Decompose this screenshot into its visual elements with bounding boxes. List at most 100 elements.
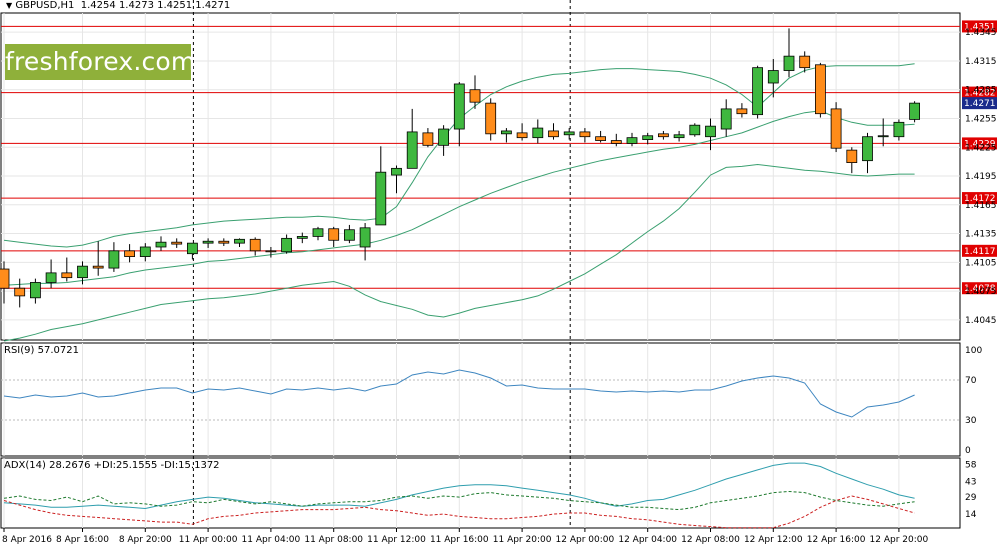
- rsi-header: RSI(9) 57.0721: [4, 345, 79, 356]
- candle[interactable]: [281, 234, 293, 254]
- candle[interactable]: [862, 132, 873, 174]
- candle[interactable]: [689, 123, 701, 137]
- candle[interactable]: [846, 147, 858, 174]
- candle[interactable]: [14, 278, 26, 308]
- chart-menu-icon[interactable]: ▼: [6, 1, 13, 10]
- candle[interactable]: [673, 130, 685, 142]
- candle[interactable]: [312, 226, 324, 241]
- candle[interactable]: [265, 246, 277, 258]
- candle[interactable]: [92, 241, 104, 276]
- candle-body: [736, 108, 748, 115]
- adx-tick-label: 58: [965, 460, 977, 470]
- candle-body: [720, 108, 732, 130]
- candle[interactable]: [720, 99, 732, 137]
- candle[interactable]: [406, 108, 418, 169]
- candle[interactable]: [532, 119, 544, 144]
- current-price-label: 1.4271: [964, 99, 996, 109]
- candle[interactable]: [139, 243, 151, 262]
- candle-body: [469, 89, 481, 103]
- candle[interactable]: [422, 128, 434, 148]
- level-tag-label: 1.4351: [964, 22, 996, 32]
- current-price-tag: [962, 97, 997, 110]
- candle[interactable]: [548, 123, 559, 140]
- candle[interactable]: [485, 98, 497, 141]
- time-tick-label: 12 Apr 00:00: [556, 535, 615, 545]
- rsi-tick-label: 0: [965, 446, 971, 456]
- candle[interactable]: [0, 261, 10, 304]
- level-tag-label: 1.4229: [964, 139, 996, 149]
- time-tick-label: 11 Apr 20:00: [493, 535, 552, 545]
- candle[interactable]: [249, 237, 261, 256]
- level-tag: [962, 86, 997, 99]
- candle[interactable]: [296, 232, 308, 244]
- candle[interactable]: [909, 101, 920, 123]
- candle[interactable]: [783, 28, 795, 78]
- candle[interactable]: [563, 128, 575, 140]
- candle[interactable]: [343, 224, 355, 244]
- candle[interactable]: [893, 119, 905, 141]
- candle-body: [92, 265, 104, 269]
- candle[interactable]: [610, 133, 622, 147]
- candle[interactable]: [642, 132, 654, 145]
- candle[interactable]: [438, 125, 450, 156]
- candle[interactable]: [658, 130, 669, 140]
- day-separators: [192, 0, 571, 528]
- price-tick-label: 1.4225: [965, 143, 997, 153]
- candle[interactable]: [752, 65, 763, 119]
- candle-body: [234, 238, 245, 244]
- candle-body: [877, 135, 889, 138]
- candles[interactable]: [0, 28, 920, 308]
- candle[interactable]: [124, 244, 135, 263]
- candle[interactable]: [626, 132, 638, 147]
- candle[interactable]: [877, 118, 889, 147]
- candle[interactable]: [61, 257, 73, 282]
- candle[interactable]: [595, 130, 606, 143]
- candle-body: [626, 137, 638, 144]
- candle-body: [563, 131, 575, 136]
- candle[interactable]: [579, 128, 591, 143]
- candle-body: [658, 133, 669, 138]
- candle[interactable]: [736, 103, 748, 118]
- candle-body: [202, 240, 214, 244]
- candle[interactable]: [171, 238, 183, 248]
- candle[interactable]: [500, 128, 512, 143]
- candle[interactable]: [815, 62, 826, 118]
- candle-body: [77, 265, 88, 279]
- candle[interactable]: [830, 102, 842, 153]
- level-tag: [962, 244, 997, 257]
- price-tick-label: 1.4135: [965, 230, 997, 240]
- candle[interactable]: [108, 242, 120, 272]
- candle[interactable]: [453, 82, 465, 147]
- candle-body: [815, 64, 826, 115]
- candle[interactable]: [29, 278, 41, 304]
- candle[interactable]: [391, 165, 402, 194]
- time-tick-label: 12 Apr 16:00: [807, 535, 866, 545]
- candle-body: [422, 132, 434, 146]
- freshforex-logo: freshforex.com: [5, 44, 195, 80]
- candle[interactable]: [45, 259, 57, 289]
- candle[interactable]: [799, 51, 811, 73]
- candle[interactable]: [234, 238, 245, 247]
- candle-body: [124, 250, 135, 257]
- candle[interactable]: [77, 261, 88, 285]
- candle[interactable]: [186, 242, 198, 260]
- candle[interactable]: [705, 118, 716, 151]
- candle[interactable]: [218, 238, 230, 247]
- candle[interactable]: [359, 223, 371, 261]
- candle[interactable]: [155, 236, 167, 251]
- candle[interactable]: [328, 226, 340, 247]
- candle-body: [61, 272, 73, 279]
- time-tick-label: 8 Apr 20:00: [119, 535, 172, 545]
- candle[interactable]: [516, 123, 528, 141]
- candle-body: [909, 102, 920, 120]
- candle[interactable]: [767, 59, 779, 98]
- candle[interactable]: [202, 238, 214, 248]
- bollinger-lower-line: [3, 163, 915, 342]
- candle[interactable]: [375, 146, 387, 226]
- candle[interactable]: [469, 75, 481, 109]
- candle-body: [249, 238, 261, 252]
- rsi-panel: [1, 369, 960, 421]
- adx-tick-label: 43: [965, 477, 976, 487]
- candle-body: [862, 136, 873, 162]
